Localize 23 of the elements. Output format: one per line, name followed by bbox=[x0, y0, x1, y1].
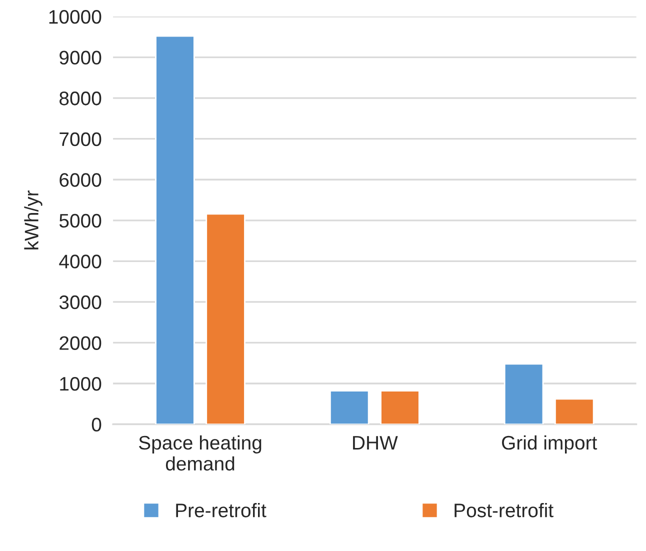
y-tick-label: 0 bbox=[92, 418, 102, 432]
x-tick-label: DHW bbox=[353, 436, 398, 450]
legend-label: Pre-retrofit bbox=[176, 503, 266, 518]
y-tick-label: 1000 bbox=[60, 376, 102, 391]
x-tick-label: Grid import bbox=[502, 435, 598, 454]
bar bbox=[206, 213, 246, 424]
y-tick-label: 6000 bbox=[60, 173, 102, 187]
bar bbox=[554, 398, 594, 424]
legend-label: Post-retrofit bbox=[454, 503, 554, 518]
y-tick-label: 9000 bbox=[60, 50, 102, 65]
bar bbox=[330, 390, 370, 424]
bar bbox=[504, 363, 544, 424]
x-tick-label: Space heating demand bbox=[138, 435, 262, 471]
y-tick-label: 8000 bbox=[60, 92, 102, 106]
y-tick-label: 7000 bbox=[60, 132, 102, 146]
y-tick-label: 5000 bbox=[59, 214, 102, 228]
bar bbox=[380, 390, 420, 424]
y-tick-label: 2000 bbox=[60, 336, 102, 350]
y-tick-label: 10000 bbox=[49, 10, 102, 24]
y-tick-label: 3000 bbox=[59, 295, 102, 310]
y-tick-label: 4000 bbox=[59, 254, 102, 268]
bar bbox=[155, 35, 195, 424]
y-axis-title: kWh/yr bbox=[24, 190, 42, 250]
